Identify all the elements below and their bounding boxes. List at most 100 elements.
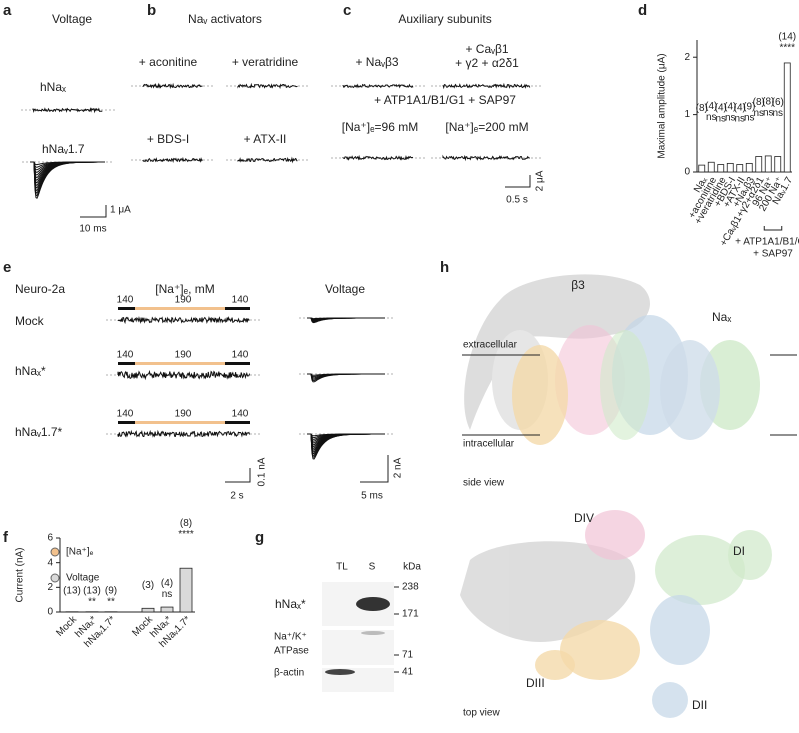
n-label: (13) bbox=[63, 585, 81, 596]
significance-label: ns bbox=[725, 113, 736, 124]
marker-label: 238 bbox=[402, 582, 419, 593]
significance-label: ** bbox=[107, 596, 115, 607]
bar bbox=[726, 162, 734, 173]
bar bbox=[764, 155, 772, 173]
bar bbox=[745, 162, 753, 173]
n-label: (13) bbox=[83, 585, 101, 596]
trace bbox=[442, 154, 530, 162]
trace bbox=[442, 82, 531, 90]
y-tick-label: 2 bbox=[47, 582, 53, 593]
n-label: (8) bbox=[762, 96, 774, 107]
n-label: (9) bbox=[743, 102, 755, 113]
n-label: (4) bbox=[715, 102, 727, 113]
panel-letter: b bbox=[147, 2, 156, 19]
trace bbox=[142, 82, 203, 90]
panel-letter: h bbox=[440, 259, 449, 276]
bar bbox=[736, 164, 744, 173]
scale-bar bbox=[505, 175, 531, 188]
scale-bar bbox=[360, 455, 389, 483]
trace bbox=[307, 317, 385, 324]
y-axis-label: Maximal amplitude (μA) bbox=[657, 53, 668, 158]
annotation: + SAP97 bbox=[753, 249, 793, 260]
significance-label: ** bbox=[88, 596, 96, 607]
membrane-line bbox=[462, 354, 797, 436]
trace-label: hNaₓ bbox=[40, 80, 66, 94]
trace bbox=[117, 369, 251, 381]
panel-letter: d bbox=[638, 2, 647, 19]
conc-label: 190 bbox=[175, 409, 192, 420]
scale-bar bbox=[225, 468, 251, 483]
solution-bar bbox=[135, 307, 225, 310]
trace-label: hNaᵥ1.7 bbox=[42, 142, 85, 156]
bar bbox=[717, 164, 725, 173]
trace-label: + aconitine bbox=[139, 55, 198, 69]
cell-label: Neuro-2a bbox=[15, 282, 65, 296]
marker-label: 171 bbox=[402, 609, 419, 620]
significance-label: ns bbox=[734, 113, 745, 124]
conc-label: 140 bbox=[117, 409, 134, 420]
y-tick-label: 6 bbox=[47, 533, 53, 544]
significance-label: **** bbox=[178, 529, 194, 540]
bar bbox=[698, 164, 706, 173]
annotation: + ATP1A1/B1/G1 bbox=[735, 237, 799, 248]
domain-label: DII bbox=[692, 698, 707, 712]
structure-label: Naₓ bbox=[712, 310, 731, 324]
panel-letter: a bbox=[3, 2, 12, 19]
solution-bar bbox=[225, 421, 250, 424]
n-label: (3) bbox=[142, 580, 154, 591]
band bbox=[361, 631, 385, 635]
trace bbox=[237, 82, 298, 90]
bar bbox=[141, 607, 155, 613]
bar bbox=[755, 156, 763, 173]
trace bbox=[307, 373, 385, 383]
n-label: (8) bbox=[753, 97, 765, 108]
scale-label: 0.5 s bbox=[506, 195, 528, 206]
n-label: (8) bbox=[180, 518, 192, 529]
significance-label: ns bbox=[715, 113, 726, 124]
scale-label: 0.1 nA bbox=[257, 457, 268, 486]
n-label: (6) bbox=[772, 97, 784, 108]
n-label: (14) bbox=[778, 32, 796, 43]
blot bbox=[322, 630, 394, 665]
trace bbox=[142, 156, 203, 163]
membrane-label: extracellular bbox=[463, 340, 518, 351]
trace-label: + Caᵥβ1 bbox=[465, 42, 508, 56]
row-label: hNaₓ* bbox=[275, 597, 306, 611]
condition-label: [Na⁺]ₑ, mM bbox=[155, 282, 214, 296]
trace-label: + Naᵥβ3 bbox=[355, 55, 398, 69]
trace bbox=[117, 429, 251, 438]
trace bbox=[342, 83, 414, 89]
trace-label: [Na⁺]ₑ=200 mM bbox=[445, 120, 528, 134]
panel-letter: c bbox=[343, 2, 351, 19]
panel-title: Naᵥ activators bbox=[188, 12, 262, 26]
trace-label: + BDS-I bbox=[147, 132, 189, 146]
y-tick-label: 2 bbox=[684, 52, 690, 63]
view-label: side view bbox=[463, 478, 505, 489]
membrane-label: intracellular bbox=[463, 439, 515, 450]
significance-label: ns bbox=[162, 589, 173, 600]
n-label: (8) bbox=[696, 103, 708, 114]
n-label: (4) bbox=[161, 578, 173, 589]
marker-label: 41 bbox=[402, 667, 414, 678]
trace-label: + ATP1A1/B1/G1 + SAP97 bbox=[374, 93, 516, 107]
significance-label: ns bbox=[753, 108, 764, 119]
row-label: β-actin bbox=[274, 668, 304, 679]
solution-bar bbox=[225, 362, 250, 365]
trace-label: + γ2 + α2δ1 bbox=[455, 56, 519, 70]
trace-label: + veratridine bbox=[232, 55, 299, 69]
legend-swatch bbox=[50, 547, 60, 557]
y-axis-label: Current (nA) bbox=[15, 547, 26, 602]
conc-label: 140 bbox=[117, 350, 134, 361]
conc-label: 190 bbox=[175, 350, 192, 361]
significance-label: ns bbox=[744, 113, 755, 124]
significance-label: ns bbox=[772, 108, 783, 119]
scale-label: 2 nA bbox=[393, 457, 404, 478]
conc-label: 190 bbox=[175, 295, 192, 306]
voltage-label: Voltage bbox=[325, 282, 365, 296]
row-label: Mock bbox=[15, 314, 45, 328]
y-tick-label: 0 bbox=[47, 607, 53, 618]
solution-bar bbox=[118, 362, 135, 365]
structure-side bbox=[464, 274, 760, 445]
trace-label: + ATX-II bbox=[244, 132, 287, 146]
n-label: (4) bbox=[734, 102, 746, 113]
